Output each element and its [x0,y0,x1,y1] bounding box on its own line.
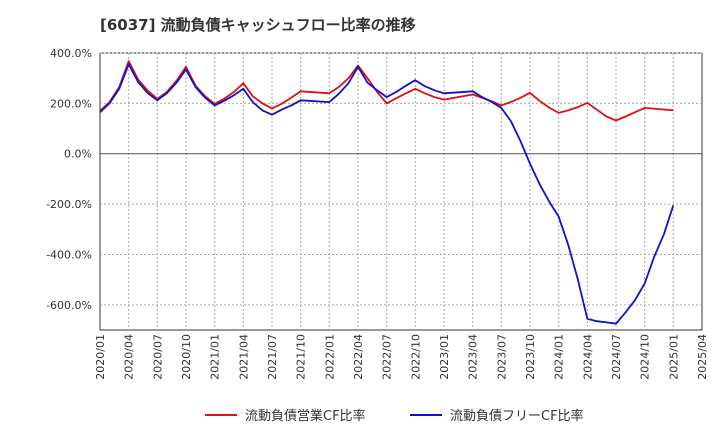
legend: 流動負債営業CF比率 流動負債フリーCF比率 [205,408,584,424]
series-line-1 [99,60,674,122]
chart-title: [6037] 流動負債キャッシュフロー比率の推移 [100,16,416,34]
x-tick-label: 2023/10 [524,334,537,380]
y-tick-label: 0.0% [64,148,92,161]
legend-label-2: 流動負債フリーCF比率 [450,408,584,424]
x-tick-label: 2022/04 [352,334,365,380]
x-tick-label: 2024/10 [639,334,652,380]
series-layer [99,60,675,325]
y-tick-label: -600.0% [46,299,92,312]
x-tick-label: 2022/10 [409,334,422,380]
x-tick-label: 2023/01 [438,334,451,380]
x-tick-label: 2021/10 [295,334,308,380]
x-tick-label: 2020/04 [123,334,136,380]
y-tick-label: -400.0% [46,248,92,261]
x-tick-label: 2021/07 [266,334,279,380]
x-tick-label: 2021/04 [237,334,250,380]
x-tick-label: 2020/10 [180,334,193,380]
x-tick-label: 2021/01 [209,334,222,380]
x-axis-ticks: 2020/01 2020/04 2020/07 2020/10 2021/01 2021/… [94,334,709,380]
x-tick-label: 2024/04 [581,334,594,380]
x-tick-label: 2023/07 [495,334,508,380]
x-tick-label: 2024/01 [553,334,566,380]
y-tick-label: 400.0% [50,47,92,60]
plot-area [99,52,703,331]
x-tick-label: 2025/01 [667,334,680,380]
legend-label-1: 流動負債営業CF比率 [245,408,366,424]
y-tick-label: -200.0% [46,198,92,211]
x-tick-label: 2023/04 [467,334,480,380]
x-tick-label: 2022/07 [381,334,394,380]
x-tick-label: 2024/07 [610,334,623,380]
y-tick-label: 200.0% [50,97,92,110]
y-axis-ticks: 400.0% 200.0% 0.0% -200.0% -400.0% -600.0% [46,47,92,312]
x-tick-label: 2025/04 [696,334,709,380]
horizontal-gridlines [100,52,702,306]
series-line-2 [99,63,675,325]
x-tick-label: 2020/07 [151,334,164,380]
x-tick-label: 2020/01 [94,334,107,380]
x-tick-label: 2022/01 [323,334,336,380]
